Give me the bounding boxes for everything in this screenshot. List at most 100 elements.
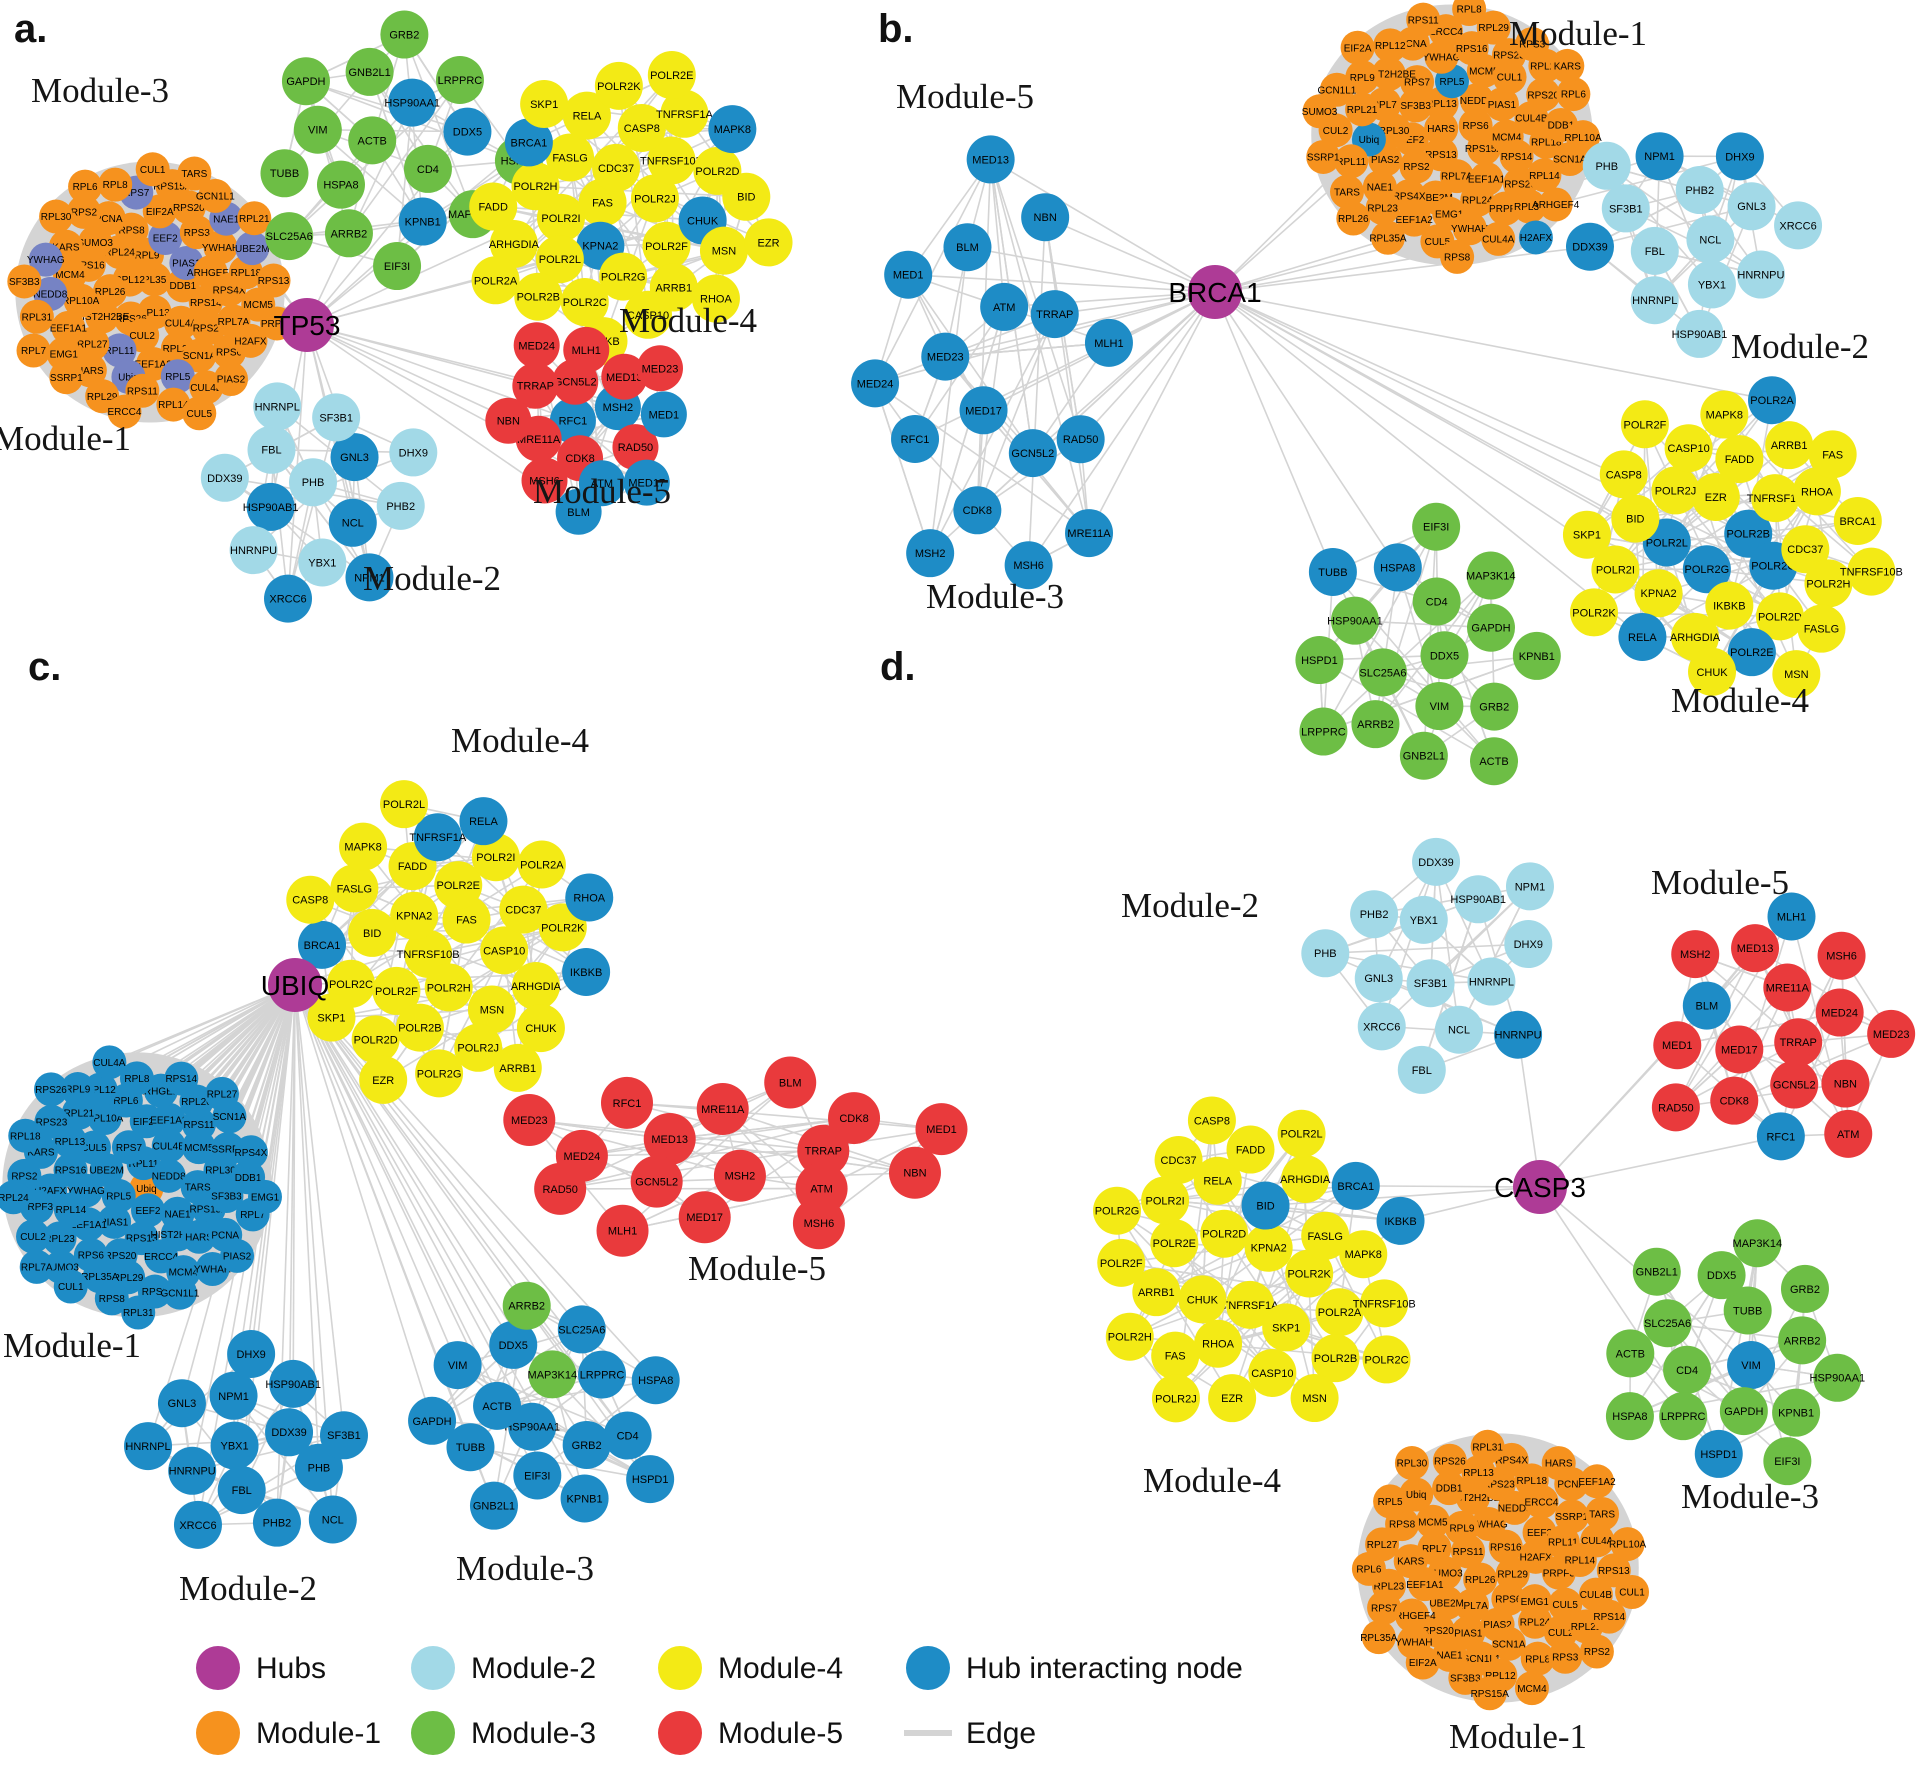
node-GAPDH xyxy=(408,1396,457,1445)
node-DDX5 xyxy=(489,1320,538,1369)
node-FBL xyxy=(217,1466,266,1515)
node-RPS23 xyxy=(34,1104,69,1139)
legend-label: Module-3 xyxy=(471,1717,596,1750)
node-NPM1 xyxy=(345,553,394,602)
node-ACTB xyxy=(348,116,397,165)
edge xyxy=(874,383,931,554)
node-label-RPL30: RPL30 xyxy=(41,212,72,223)
node-MSH6 xyxy=(792,1197,845,1250)
node-CASP10 xyxy=(1248,1348,1297,1397)
node-label-MED17: MED17 xyxy=(965,405,1002,417)
node-BRCA1 xyxy=(1833,496,1882,545)
node-SF3B1 xyxy=(319,1411,368,1460)
node-label-POLR2A: POLR2A xyxy=(520,859,564,871)
node-label-GNB2L1: GNB2L1 xyxy=(1403,751,1445,763)
node-EEF1A2 xyxy=(1397,202,1432,237)
node-TUBB xyxy=(1723,1286,1772,1335)
node-FAS xyxy=(1808,430,1857,479)
node-label-EEF1A1: EEF1A1 xyxy=(1468,175,1506,186)
node-RPL8 xyxy=(1520,1641,1555,1676)
node-NBN xyxy=(485,397,532,444)
hub-edge xyxy=(1027,291,1216,566)
node-label-DDX39: DDX39 xyxy=(1572,242,1607,254)
node-label-RPS26: RPS26 xyxy=(1504,179,1536,190)
node-CUL2 xyxy=(16,1219,51,1254)
node-label-POLR2L: POLR2L xyxy=(539,254,581,266)
edge xyxy=(1694,953,1846,1085)
node-HNRNPU xyxy=(229,526,278,575)
node-label-POLR2B: POLR2B xyxy=(1314,1353,1357,1365)
node-DDX5 xyxy=(1697,1251,1746,1300)
node-label-EEF1A2: EEF1A2 xyxy=(135,360,173,371)
node-label-H2AFX: H2AFX xyxy=(1520,1552,1553,1563)
hub-edge xyxy=(294,984,459,1366)
edge xyxy=(528,1119,706,1218)
node-HNRNPU xyxy=(168,1446,217,1495)
node-label-EIF2A: EIF2A xyxy=(1344,43,1372,54)
node-RPL24 xyxy=(1460,182,1495,217)
edge xyxy=(929,313,1056,554)
node-label-MCM4: MCM4 xyxy=(1517,1684,1547,1695)
node-label-EEF2: EEF2 xyxy=(153,234,178,245)
node-EMG1 xyxy=(247,1179,282,1214)
node-HSP90AA1 xyxy=(508,1402,557,1451)
node-PHB2 xyxy=(1675,166,1724,215)
node-CUL1 xyxy=(1615,1575,1650,1610)
node-label-RPS2: RPS2 xyxy=(11,1172,38,1183)
node-label-SF3B3: SF3B3 xyxy=(1450,1674,1481,1685)
node-label-POLR2E: POLR2E xyxy=(437,880,480,892)
node-label-CDC37: CDC37 xyxy=(598,163,634,175)
node-label-FBL: FBL xyxy=(232,1485,252,1497)
node-RPS14 xyxy=(1592,1599,1627,1634)
node-ARRB2 xyxy=(1351,700,1400,749)
node-RPL10A xyxy=(63,283,98,318)
edge xyxy=(431,1328,583,1422)
node-label-UBE2M: UBE2M xyxy=(1418,193,1452,204)
node-label-FASLG: FASLG xyxy=(552,152,587,164)
label-layer: Module-4 Module-1 Module-5 Module-2 Module-3… xyxy=(3,645,826,1608)
node-label-RPL18: RPL18 xyxy=(231,268,262,279)
node-CHUK xyxy=(516,1004,565,1053)
node-MSN xyxy=(699,226,748,275)
node-label-TARS: TARS xyxy=(185,1183,211,1194)
node-label-ARRB1: ARRB1 xyxy=(499,1063,536,1075)
node-label-PHB2: PHB2 xyxy=(386,501,415,513)
node-label-ATM: ATM xyxy=(591,478,613,490)
node-DDX39 xyxy=(1565,222,1614,271)
node-label-RPL12: RPL12 xyxy=(114,275,145,286)
node-label-RPS23: RPS23 xyxy=(193,324,225,335)
node-label-CDK8: CDK8 xyxy=(963,505,992,517)
node-label-POLR2B: POLR2B xyxy=(1727,529,1770,541)
node-GAPDH xyxy=(1719,1387,1768,1436)
node-RELA xyxy=(459,797,508,846)
node-RPS7 xyxy=(1400,65,1435,100)
node-POLR2J xyxy=(1151,1374,1200,1423)
node-POLR2L xyxy=(380,780,429,829)
node-label-RPS11: RPS11 xyxy=(1453,1547,1484,1558)
node-HNRNPL xyxy=(1467,957,1516,1006)
node-POLR2F xyxy=(1620,400,1669,449)
node-label-CUL4A: CUL4A xyxy=(1581,1536,1614,1547)
node-MED23 xyxy=(921,332,970,381)
node-KPNB1 xyxy=(1772,1388,1821,1437)
node-label-EIF2A: EIF2A xyxy=(146,207,174,218)
node-YWHAH xyxy=(1452,211,1487,246)
legend-label: Edge xyxy=(966,1717,1036,1750)
hub-edge xyxy=(1265,1186,1541,1207)
node-label-BID: BID xyxy=(1256,1201,1274,1213)
edge xyxy=(581,1149,824,1157)
node-POLR2A xyxy=(1748,376,1797,425)
node-H2AFX xyxy=(1518,220,1553,255)
node-POLR2B xyxy=(514,272,563,321)
node-label-RPL7A: RPL7A xyxy=(1456,1601,1488,1612)
node-RPL35A xyxy=(1370,220,1405,255)
node-label-POLR2I: POLR2I xyxy=(541,213,580,225)
node-FADD xyxy=(1226,1125,1275,1174)
node-label-RPS20: RPS20 xyxy=(173,203,205,214)
node-label-NCL: NCL xyxy=(342,518,364,530)
hub-edge xyxy=(294,984,629,1437)
node-label-RPL35A: RPL35A xyxy=(1369,233,1407,244)
node-label-CUL4B: CUL4B xyxy=(153,1142,186,1153)
hub-edge xyxy=(1214,291,1773,401)
node-label-EZR: EZR xyxy=(372,1075,394,1087)
